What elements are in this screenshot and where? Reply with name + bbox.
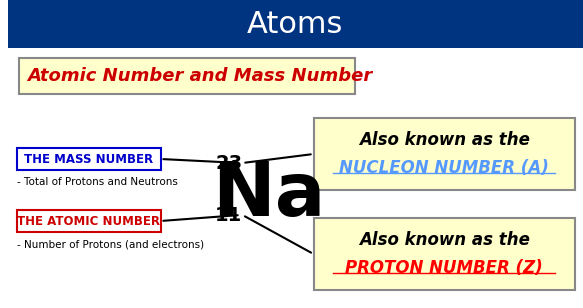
FancyBboxPatch shape [8, 0, 583, 48]
Text: PROTON NUMBER (Z): PROTON NUMBER (Z) [346, 259, 543, 277]
Text: Also known as the: Also known as the [359, 131, 530, 149]
Text: THE ATOMIC NUMBER: THE ATOMIC NUMBER [17, 214, 160, 228]
Text: Atoms: Atoms [247, 10, 343, 38]
Text: - Total of Protons and Neutrons: - Total of Protons and Neutrons [17, 177, 178, 187]
Text: NUCLEON NUMBER (A): NUCLEON NUMBER (A) [339, 159, 549, 177]
FancyBboxPatch shape [314, 118, 575, 190]
Text: Na: Na [212, 159, 326, 232]
FancyBboxPatch shape [314, 218, 575, 290]
FancyBboxPatch shape [19, 58, 355, 94]
Text: - Number of Protons (and electrons): - Number of Protons (and electrons) [17, 239, 205, 249]
Text: Atomic Number and Mass Number: Atomic Number and Mass Number [27, 67, 373, 85]
Text: 11: 11 [215, 205, 243, 225]
FancyBboxPatch shape [17, 148, 160, 170]
Text: Also known as the: Also known as the [359, 231, 530, 249]
FancyBboxPatch shape [17, 210, 160, 232]
Text: 23: 23 [215, 153, 243, 172]
Text: THE MASS NUMBER: THE MASS NUMBER [24, 152, 153, 165]
